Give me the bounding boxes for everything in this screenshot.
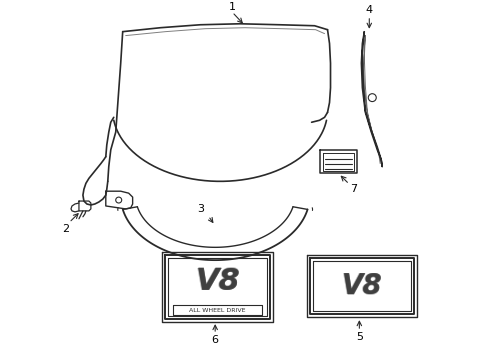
Text: V8: V8 (342, 272, 382, 300)
Text: V8: V8 (196, 267, 241, 296)
Text: 3: 3 (197, 204, 204, 214)
Text: 2: 2 (62, 224, 70, 234)
Text: V8: V8 (195, 267, 240, 296)
Text: 1: 1 (228, 2, 236, 12)
Text: V8: V8 (195, 267, 240, 296)
Text: V8: V8 (342, 272, 382, 300)
Text: 4: 4 (366, 5, 373, 15)
Text: 5: 5 (356, 332, 363, 342)
Text: V8: V8 (195, 266, 240, 295)
Text: V8: V8 (195, 267, 240, 296)
Text: V8: V8 (342, 273, 382, 301)
Text: V8: V8 (342, 272, 383, 300)
Text: ALL WHEEL DRIVE: ALL WHEEL DRIVE (190, 308, 246, 313)
Text: 7: 7 (350, 184, 357, 194)
Text: V8: V8 (341, 272, 382, 300)
Text: 6: 6 (212, 335, 219, 345)
